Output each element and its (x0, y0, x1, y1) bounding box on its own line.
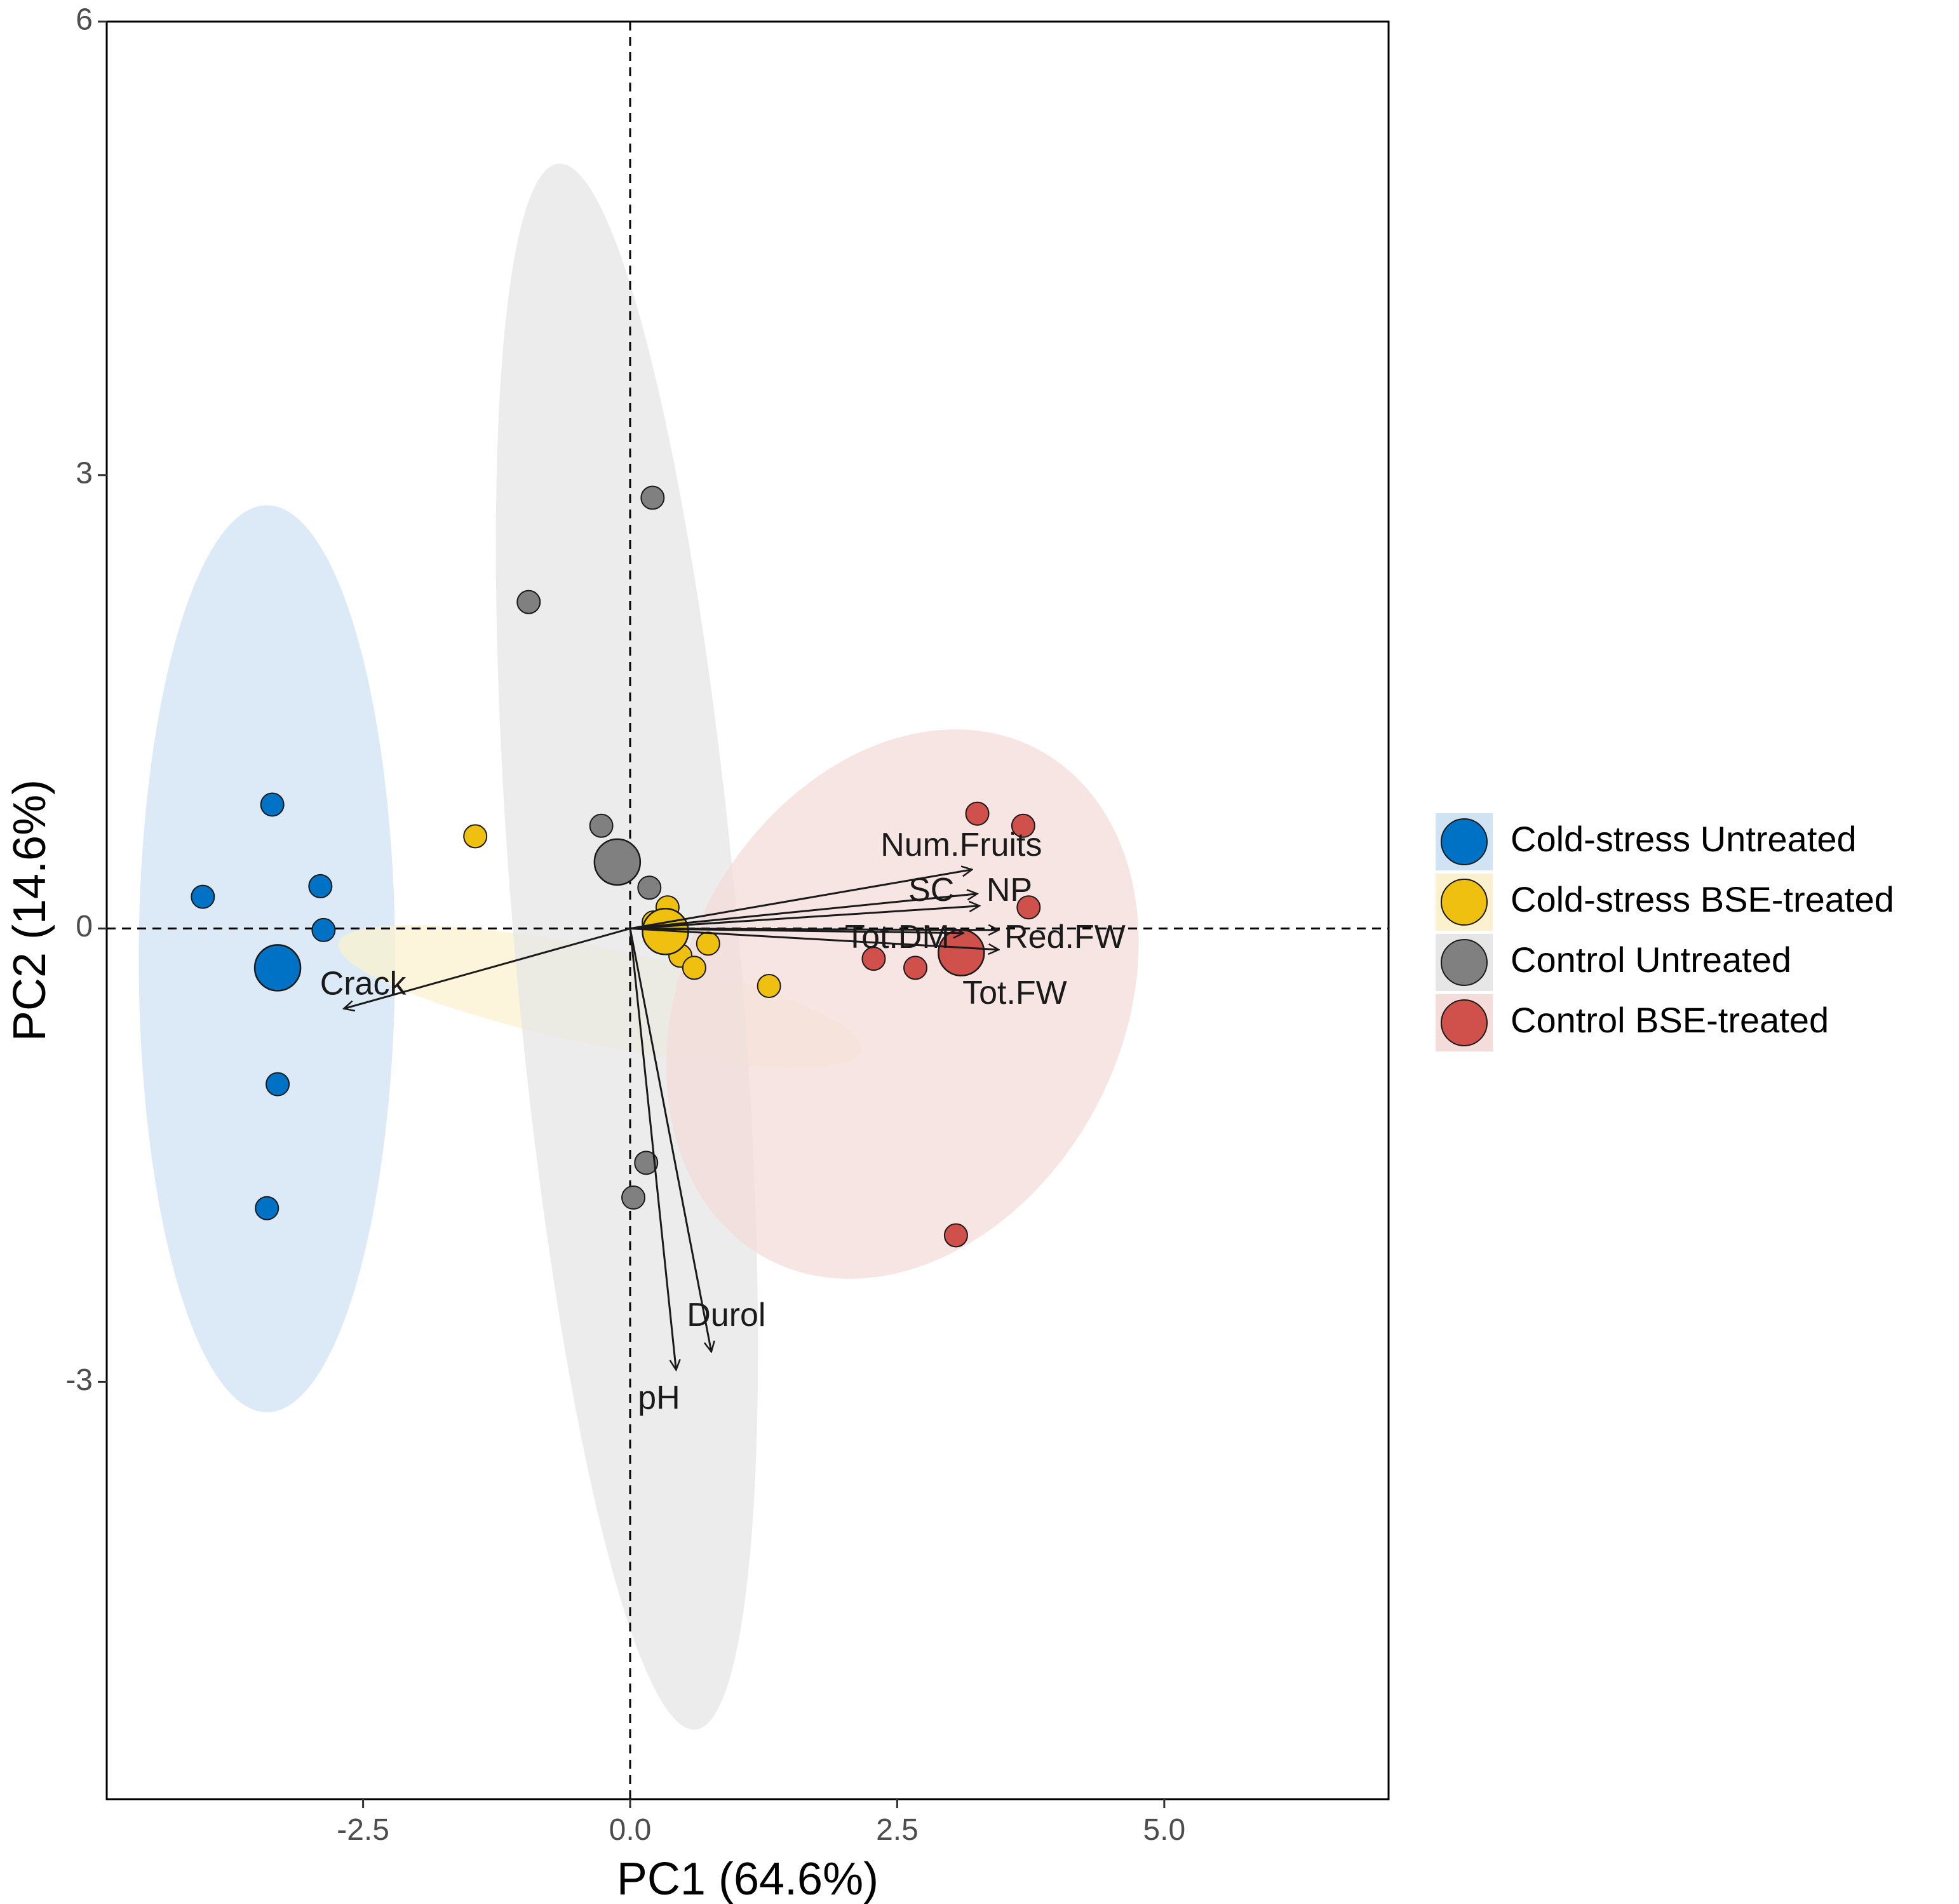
point-cold-stress-bse-treated-6 (682, 955, 706, 980)
point-cold-stress-untreated-5 (266, 1072, 290, 1097)
loading-label-crack: Crack (320, 966, 407, 1003)
point-control-untreated-4 (637, 875, 662, 900)
loading-arrow-sc (629, 894, 978, 930)
point-control-untreated-1 (640, 485, 665, 510)
loading-label-tot-dm: Tot.DM (845, 919, 950, 955)
ellipse-control-untreated (495, 163, 758, 1730)
point-control-untreated-2 (516, 590, 541, 614)
point-control-untreated-5 (634, 1151, 659, 1175)
point-cold-stress-untreated-6 (255, 1196, 279, 1220)
loading-arrow-crack (344, 928, 631, 1009)
legend-symbol-control-bse-treated (1441, 999, 1488, 1046)
point-control-untreated-3 (589, 813, 614, 838)
point-cold-stress-untreated-1 (260, 792, 285, 817)
loading-label-num-fruits: Num.Fruits (880, 827, 1042, 863)
centroid-cold-stress-untreated (253, 944, 302, 992)
y-tick-label: 6 (76, 3, 93, 37)
x-axis-title: PC1 (64.6%) (617, 1854, 879, 1904)
ellipse-control-bse-treated (666, 729, 1139, 1279)
loading-label-ph: pH (638, 1380, 680, 1417)
loading-arrow-tot-fw (629, 928, 999, 950)
legend-label-control-bse-treated: Control BSE-treated (1511, 1000, 1829, 1040)
legend-label-control-untreated: Control Untreated (1511, 940, 1791, 980)
loading-arrow-ph (629, 928, 676, 1370)
point-cold-stress-untreated-4 (311, 917, 336, 942)
legend-label-cold-stress-untreated: Cold-stress Untreated (1511, 819, 1857, 859)
y-tick-label: 3 (76, 456, 93, 490)
point-cold-stress-untreated-3 (308, 874, 333, 898)
centroid-control-untreated (593, 838, 642, 886)
point-control-bse-treated-3 (1016, 895, 1041, 920)
x-tick-label: 5.0 (1143, 1813, 1185, 1847)
legend: Cold-stress Untreated Cold-stress BSE-tre… (1436, 813, 1894, 1051)
loading-arrow-red-fw (630, 929, 999, 930)
point-cold-stress-untreated-2 (191, 884, 215, 909)
legend-symbol-control-untreated (1441, 939, 1488, 986)
point-control-bse-treated-1 (965, 801, 990, 826)
loading-arrow-np (629, 906, 980, 930)
point-cold-stress-bse-treated-4 (696, 931, 720, 956)
point-cold-stress-bse-treated-1 (463, 824, 488, 849)
y-tick-label: 0 (76, 910, 93, 943)
legend-symbol-cold-stress-untreated (1441, 818, 1488, 865)
y-tick-label: -3 (65, 1363, 93, 1397)
point-control-bse-treated-4 (861, 947, 886, 971)
legend-label-cold-stress-bse-treated: Cold-stress BSE-treated (1511, 879, 1894, 919)
loading-vectors: Num.Fruits SC NP Tot.DM Red.FW Tot.FW Crack Dur… (320, 827, 1126, 1417)
point-control-bse-treated-5 (903, 955, 928, 980)
point-control-bse-treated-6 (943, 1223, 968, 1248)
plot-frame (105, 20, 1390, 1800)
point-cold-stress-bse-treated-7 (757, 973, 781, 998)
loading-label-sc: SC (908, 872, 954, 908)
loading-arrow-durol (629, 928, 711, 1352)
axis-ticks: -2.5 0.0 2.5 5.0 -3 0 3 6 (65, 3, 1185, 1847)
point-control-bse-treated-2 (1011, 813, 1035, 838)
loading-label-np: NP (986, 872, 1032, 908)
x-tick-label: 2.5 (876, 1813, 919, 1847)
point-control-untreated-6 (621, 1185, 646, 1210)
y-axis-title: PC2 (14.6%) (4, 780, 55, 1041)
x-tick-label: 0.0 (609, 1813, 652, 1847)
loading-label-durol: Durol (687, 1297, 765, 1333)
legend-symbol-cold-stress-bse-treated (1441, 879, 1488, 926)
loading-arrow-num-fruits (629, 870, 972, 930)
x-tick-label: -2.5 (337, 1813, 389, 1847)
loading-label-tot-fw: Tot.FW (962, 975, 1067, 1011)
loading-label-red-fw: Red.FW (1004, 919, 1126, 955)
